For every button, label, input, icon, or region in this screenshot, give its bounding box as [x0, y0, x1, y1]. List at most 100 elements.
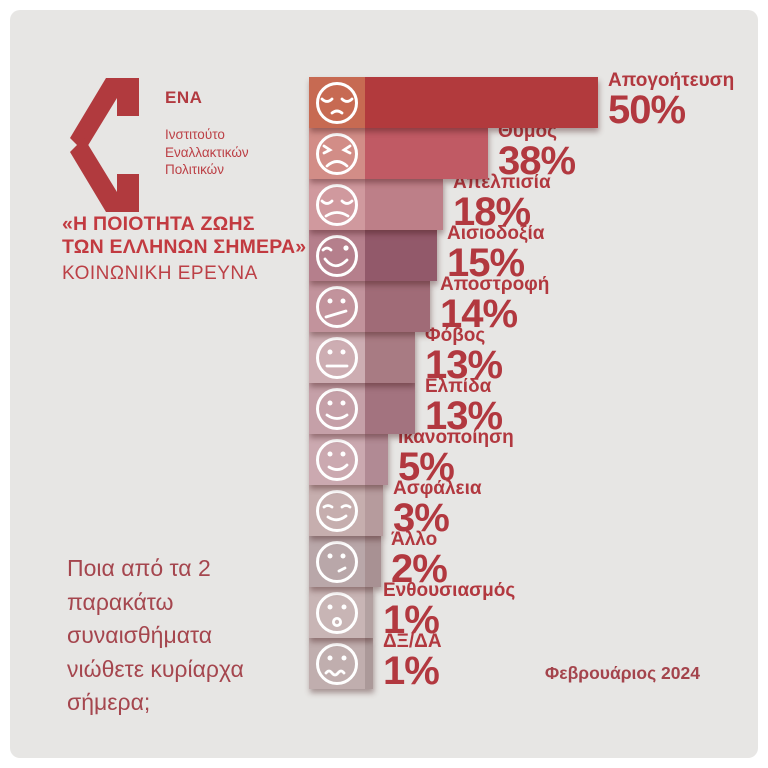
- org-name: Ινστιτούτο Εναλλακτικών Πολιτικών: [165, 127, 249, 177]
- ena-logo-icon: [70, 78, 139, 212]
- emotion-percentage: 2%: [391, 547, 448, 591]
- emotion-percentage: 13%: [425, 394, 503, 438]
- emotion-tile: [309, 485, 365, 536]
- value-bar: [365, 536, 381, 587]
- dejected-face-icon: [316, 81, 358, 124]
- emotion-tile: [309, 587, 365, 638]
- smiling-face-icon: [316, 234, 358, 277]
- org-abbr: ENA: [165, 88, 203, 107]
- survey-title-line2: ΤΩΝ ΕΛΛΗΝΩΝ ΣΗΜΕΡΑ»: [62, 236, 307, 258]
- emotion-percentage: 38%: [498, 139, 576, 183]
- value-bar: [365, 332, 415, 383]
- emotion-percentage: 15%: [447, 241, 525, 285]
- emotion-name: Άλλο: [391, 529, 438, 550]
- angry-face-icon: [316, 132, 358, 175]
- chart-row: ΔΞ/ΔΑ 1%: [309, 631, 749, 691]
- bar-strip: [309, 332, 415, 383]
- emotion-name: Ενθουσιασμός: [383, 580, 516, 601]
- emotion-name: Απογοήτευση: [608, 70, 735, 91]
- chart-row: Ελπίδα 13%: [309, 376, 749, 436]
- poster-background: ENA Ινστιτούτο Εναλλακτικών Πολιτικών «Η…: [10, 10, 758, 758]
- chart-row: Φόβος 13%: [309, 325, 749, 385]
- chart-row: Άλλο 2%: [309, 529, 749, 589]
- bar-strip: [309, 638, 373, 689]
- confused-face-icon: [316, 642, 358, 685]
- value-bar: [365, 587, 373, 638]
- emotion-percentage: 14%: [440, 292, 518, 336]
- chart-row: Ασφάλεια 3%: [309, 478, 749, 538]
- bar-strip: [309, 485, 383, 536]
- emotion-tile: [309, 332, 365, 383]
- emotion-tile: [309, 179, 365, 230]
- emotion-tile: [309, 536, 365, 587]
- emotion-name: Ικανοποίηση: [398, 427, 514, 448]
- survey-title-line1: «Η ΠΟΙΟΤΗΤΑ ΖΩΗΣ: [62, 213, 255, 235]
- emotion-percentage: 50%: [608, 88, 686, 132]
- emotion-name: Αποστροφή: [440, 274, 550, 295]
- emotion-percentage: 1%: [383, 649, 440, 693]
- bar-strip: [309, 434, 388, 485]
- value-bar: [365, 434, 388, 485]
- value-bar: [365, 638, 373, 689]
- value-bar: [365, 485, 383, 536]
- content-face-icon: [316, 489, 358, 532]
- bar-label: Αποστροφή 14%: [440, 274, 550, 336]
- bar-label: Απογοήτευση 50%: [608, 70, 735, 132]
- emotion-tile: [309, 638, 365, 689]
- value-bar: [365, 281, 430, 332]
- slight-smile-face-icon: [316, 387, 358, 430]
- value-bar: [365, 179, 443, 230]
- chart-row: Θυμός 38%: [309, 121, 749, 181]
- bar-strip: [309, 281, 430, 332]
- emotion-name: Ελπίδα: [425, 376, 492, 397]
- value-bar: [365, 383, 415, 434]
- emotion-tile: [309, 128, 365, 179]
- value-bar: [365, 77, 598, 128]
- chart-row: Απελπισία 18%: [309, 172, 749, 234]
- bar-label: Θυμός 38%: [498, 121, 576, 183]
- emotion-tile: [309, 230, 365, 281]
- bar-strip: [309, 383, 415, 434]
- smirk-face-icon: [316, 438, 358, 481]
- emotion-percentage: 3%: [393, 496, 450, 540]
- emotion-tile: [309, 434, 365, 485]
- skeptical-face-icon: [316, 285, 358, 328]
- emotion-name: ΔΞ/ΔΑ: [383, 631, 442, 652]
- survey-date: Φεβρουάριος 2024: [544, 663, 700, 683]
- bar-label: Αισιοδοξία 15%: [447, 223, 545, 285]
- emotion-name: Αισιοδοξία: [447, 223, 545, 244]
- unsure-face-icon: [316, 540, 358, 583]
- bar-label: Ελπίδα 13%: [425, 376, 503, 438]
- bar-strip: [309, 536, 381, 587]
- bar-label: Ενθουσιασμός 1%: [383, 580, 516, 642]
- bar-label: ΔΞ/ΔΑ 1%: [383, 631, 442, 693]
- value-bar: [365, 128, 488, 179]
- chart-row: Απογοήτευση 50%: [309, 70, 749, 130]
- survey-question: Ποια από τα 2 παρακάτω συναισθήματα νιώθ…: [67, 555, 244, 715]
- bar-label: Άλλο 2%: [391, 529, 448, 591]
- chart-row: Αισιοδοξία 15%: [309, 223, 749, 283]
- bar-strip: [309, 77, 598, 128]
- bar-label: Φόβος 13%: [425, 325, 503, 385]
- survey-title: «Η ΠΟΙΟΤΗΤΑ ΖΩΗΣ ΤΩΝ ΕΛΛΗΝΩΝ ΣΗΜΕΡΑ» ΚΟΙ…: [62, 213, 306, 285]
- chart-row: Ενθουσιασμός 1%: [309, 580, 749, 640]
- chart-row: Ικανοποίηση 5%: [309, 427, 749, 487]
- survey-subtitle: ΚΟΙΝΩΝΙΚΗ ΕΡΕΥΝΑ: [62, 263, 258, 284]
- value-bar: [365, 230, 437, 281]
- emotion-percentage: 18%: [453, 190, 531, 234]
- emotion-tile: [309, 281, 365, 332]
- bar-label: Ικανοποίηση 5%: [398, 427, 514, 489]
- chart-row: Αποστροφή 14%: [309, 274, 749, 334]
- emotion-name: Φόβος: [425, 325, 486, 346]
- despair-face-icon: [316, 183, 358, 226]
- emotion-percentage: 1%: [383, 598, 440, 642]
- emotion-percentage: 5%: [398, 445, 455, 489]
- emotion-name: Ασφάλεια: [393, 478, 482, 499]
- emotion-tile: [309, 77, 365, 128]
- emotions-bar-chart: Απογοήτευση 50% Θυμός 38% Απελπισία 18% Αισιοδ…: [309, 70, 749, 691]
- bar-strip: [309, 587, 373, 638]
- bar-strip: [309, 179, 443, 230]
- surprised-face-icon: [316, 591, 358, 634]
- emotion-tile: [309, 383, 365, 434]
- bar-label: Ασφάλεια 3%: [393, 478, 482, 540]
